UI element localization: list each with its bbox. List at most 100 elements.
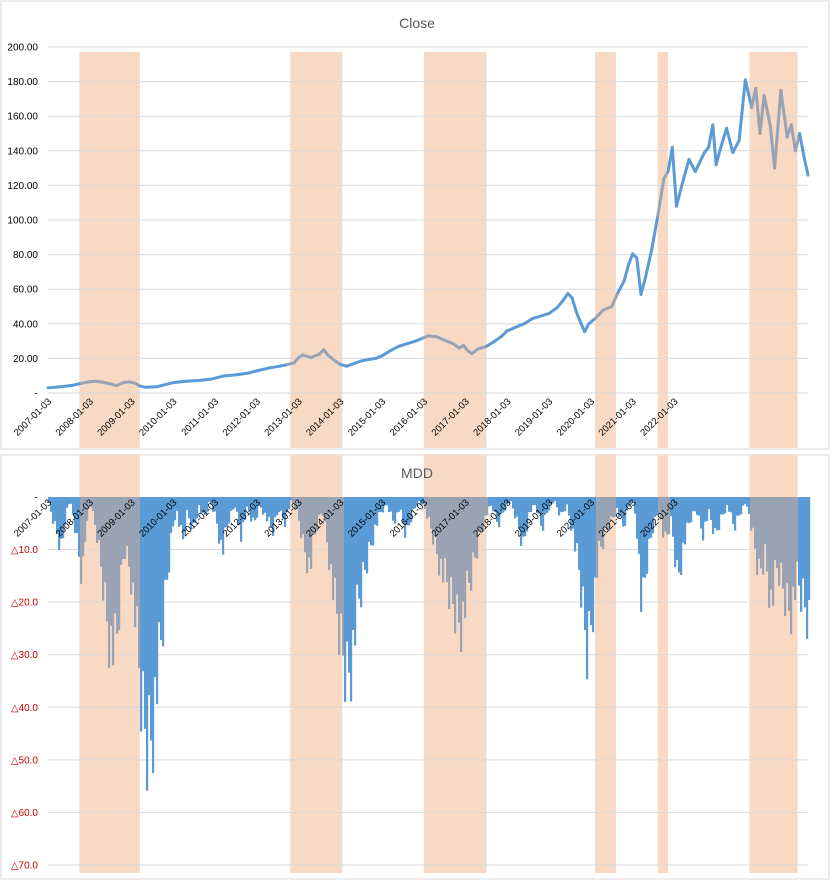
mdd-bar <box>802 497 805 579</box>
mdd-bar <box>360 497 363 608</box>
mdd-bar <box>388 497 391 513</box>
mdd-bar <box>310 497 313 570</box>
mdd-bar <box>404 497 407 538</box>
mdd-bar <box>244 497 247 521</box>
mdd-bar <box>564 497 567 511</box>
mdd-bar <box>642 497 645 578</box>
close-y-tick-label: 20.00 <box>13 354 38 365</box>
mdd-bar <box>340 497 343 614</box>
mdd-bar <box>84 497 87 542</box>
mdd-bar <box>676 497 679 561</box>
close-line-segment <box>687 157 697 174</box>
mdd-bar <box>382 497 385 513</box>
mdd-bar <box>78 497 81 557</box>
mdd-bar <box>428 497 431 517</box>
mdd-bar <box>758 497 761 559</box>
mdd-bar <box>634 497 637 514</box>
mdd-bar <box>422 497 425 504</box>
mdd-bar <box>704 497 707 522</box>
mdd-bar <box>762 497 765 575</box>
mdd-bar <box>546 497 549 513</box>
mdd-bar <box>192 497 195 524</box>
mdd-bar <box>334 497 337 578</box>
mdd-bar <box>492 497 495 512</box>
mdd-bar <box>624 497 627 526</box>
mdd-bar <box>80 497 83 584</box>
mdd-bar <box>770 497 773 590</box>
close-shaded-period <box>79 52 140 448</box>
mdd-bar <box>210 497 213 505</box>
mdd-bar <box>318 497 321 516</box>
mdd-bar <box>398 497 401 512</box>
mdd-bar <box>728 497 731 512</box>
close-line-segment <box>626 252 635 267</box>
mdd-bar <box>616 497 619 508</box>
mdd-bar <box>72 497 75 515</box>
mdd-bar <box>236 497 239 512</box>
mdd-bar <box>660 497 663 520</box>
mdd-bar <box>430 497 433 529</box>
mdd-bar <box>212 497 215 512</box>
close-line-segment <box>221 373 238 378</box>
mdd-bar <box>238 497 241 525</box>
close-y-tick-label: 200.00 <box>7 43 38 54</box>
mdd-bar <box>808 497 811 600</box>
mdd-bar <box>300 497 303 539</box>
mdd-bar <box>772 497 775 606</box>
mdd-bar <box>426 497 429 519</box>
mdd-bar <box>738 497 741 516</box>
mdd-bar <box>584 497 587 631</box>
mdd-bar <box>456 497 459 595</box>
close-line-segment <box>789 123 797 153</box>
mdd-bar <box>726 497 729 506</box>
close-x-tick-label: 2007-01-03 <box>12 396 54 438</box>
mdd-bar <box>408 497 411 526</box>
mdd-bar <box>632 497 635 501</box>
close-line-segment <box>46 385 63 390</box>
mdd-bar <box>124 497 127 559</box>
mdd-bar <box>276 497 279 516</box>
mdd-bar <box>804 497 807 608</box>
mdd-bar <box>700 497 703 529</box>
mdd-bar <box>568 497 571 516</box>
mdd-bar <box>714 497 717 528</box>
mdd-bar <box>658 497 661 515</box>
mdd-bar <box>674 497 677 567</box>
mdd-bar <box>742 497 745 506</box>
mdd-bar <box>716 497 719 531</box>
close-line-segment <box>555 298 566 309</box>
mdd-bar <box>482 497 485 532</box>
mdd-bar <box>470 497 473 591</box>
mdd-bar <box>416 497 419 506</box>
mdd-bar <box>744 497 747 504</box>
mdd-y-tick-label: △50.0 <box>11 755 39 766</box>
mdd-bar <box>198 497 201 506</box>
mdd-bar <box>150 497 153 741</box>
mdd-bar <box>258 497 261 506</box>
mdd-bar <box>200 497 203 513</box>
close-y-tick-label: 60.00 <box>13 285 38 296</box>
close-line-segment <box>570 296 578 314</box>
mdd-bar <box>798 497 801 586</box>
mdd-bar <box>142 497 145 672</box>
mdd-bar <box>392 497 395 521</box>
close-shaded-periods <box>79 52 798 448</box>
close-line-segment <box>731 138 741 155</box>
mdd-bar <box>474 497 477 558</box>
mdd-bar <box>420 497 423 505</box>
mdd-bar <box>720 497 723 515</box>
mdd-x-tick-label: 2007-01-03 <box>12 497 54 539</box>
close-line-segment <box>802 154 810 177</box>
mdd-bar <box>752 497 755 528</box>
mdd-bar <box>468 497 471 583</box>
mdd-bar <box>526 497 529 532</box>
mdd-bar <box>516 497 519 517</box>
mdd-bar <box>60 497 63 539</box>
mdd-bar <box>548 497 551 511</box>
mdd-bar <box>324 497 327 522</box>
mdd-bar <box>280 497 283 511</box>
close-line-segment <box>779 88 789 139</box>
mdd-bar <box>64 497 67 525</box>
mdd-bar <box>504 497 507 511</box>
mdd-bar <box>152 497 155 774</box>
